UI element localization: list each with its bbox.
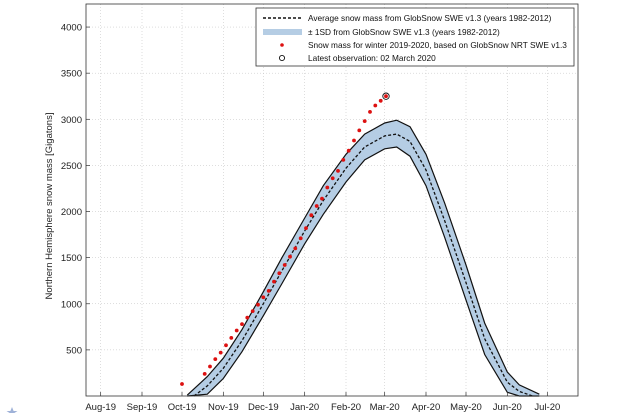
snow-mass-point xyxy=(240,322,244,326)
y-axis-title: Northern Hemisphere snow mass [Gigatons] xyxy=(44,113,55,300)
y-tick-label: 3500 xyxy=(61,69,82,80)
average-line xyxy=(193,133,533,397)
snow-mass-point xyxy=(298,236,303,241)
snow-mass-point xyxy=(229,336,234,340)
x-tick-label: May-20 xyxy=(450,402,482,413)
x-tick-label: Jun-20 xyxy=(493,402,522,413)
snow-mass-point xyxy=(288,254,292,259)
x-tick-label: Mar-20 xyxy=(370,402,400,413)
snow-mass-point xyxy=(314,204,319,208)
snow-mass-point xyxy=(245,315,250,320)
snow-mass-point xyxy=(336,169,340,173)
legend-label-latest-observation: Latest observation: 02 March 2020 xyxy=(308,53,436,63)
y-tick-label: 2000 xyxy=(61,207,82,218)
x-tick-label: Jan-20 xyxy=(290,402,319,413)
plot-frame xyxy=(85,3,579,397)
x-tick-label: Apr-20 xyxy=(412,402,441,413)
x-tick-label: Dec-19 xyxy=(248,402,279,413)
legend-label-average: Average snow mass from GlobSnow SWE v1.3… xyxy=(308,13,552,23)
observations-group xyxy=(180,92,390,386)
sd-band xyxy=(187,120,540,396)
snow-mass-point xyxy=(282,263,287,267)
x-tick-label: Jul-20 xyxy=(534,402,560,413)
snow-mass-point xyxy=(202,372,207,376)
snow-mass-point xyxy=(352,138,356,143)
snow-mass-point xyxy=(293,246,298,251)
legend: Average snow mass from GlobSnow SWE v1.3… xyxy=(255,7,575,67)
snow-mass-point xyxy=(373,103,378,108)
snow-mass-point xyxy=(304,226,308,231)
snow-mass-point xyxy=(330,176,335,181)
sd-lower-line xyxy=(187,146,540,397)
legend-open-circle-icon xyxy=(278,54,286,62)
y-tick-label: 500 xyxy=(66,345,82,356)
legend-band-icon xyxy=(263,29,302,35)
snow-mass-point xyxy=(368,110,372,114)
legend-label-snow-mass-2019-2020: Snow mass for winter 2019-2020, based on… xyxy=(308,40,567,50)
snow-mass-point xyxy=(325,185,330,190)
snow-mass-point xyxy=(362,119,367,123)
x-tick-label: Sep-19 xyxy=(127,402,158,413)
y-axis-ticks: 500 1000 1500 2000 2500 3000 3500 4000 xyxy=(61,23,90,356)
snow-mass-point xyxy=(341,158,346,162)
snow-mass-point xyxy=(277,271,282,276)
latest-observation-marker xyxy=(382,92,390,100)
snow-mass-point xyxy=(213,357,218,361)
latest-point-dot xyxy=(384,94,388,99)
y-tick-label: 1500 xyxy=(61,253,82,264)
snow-mass-point xyxy=(357,128,362,133)
y-tick-label: 2500 xyxy=(61,161,82,172)
legend-box xyxy=(255,7,575,67)
legend-red-dot-icon xyxy=(280,43,284,47)
snow-mass-point xyxy=(320,196,324,201)
y-tick-label: 1000 xyxy=(61,299,82,310)
sd-upper-line xyxy=(186,119,540,396)
x-tick-label: Nov-19 xyxy=(208,402,239,413)
average-line-group xyxy=(193,133,533,397)
sd-band-group xyxy=(186,119,540,397)
snow-mass-point xyxy=(272,279,276,284)
snow-mass-point xyxy=(234,328,239,333)
x-axis-ticks: Aug-19 Sep-19 Oct-19 Nov-19 Dec-19 Jan-20 Feb-… xyxy=(85,392,560,413)
snow-mass-point xyxy=(218,350,223,355)
x-tick-label: Feb-20 xyxy=(331,402,361,413)
snow-mass-point xyxy=(378,98,383,103)
snow-mass-point xyxy=(309,213,314,218)
snow-mass-point xyxy=(261,295,266,300)
y-tick-label: 4000 xyxy=(61,23,82,34)
corner-logo-icon xyxy=(6,407,18,413)
y-tick-label: 3000 xyxy=(61,115,82,126)
snow-mass-point xyxy=(256,302,260,307)
x-tick-label: Oct-19 xyxy=(168,402,197,413)
x-tick-label: Aug-19 xyxy=(85,402,116,413)
snow-mass-point xyxy=(346,148,351,153)
snow-mass-point xyxy=(180,382,184,386)
snow-mass-point xyxy=(224,343,228,348)
snow-mass-point xyxy=(266,289,271,293)
snow-mass-point xyxy=(250,309,255,313)
snow-mass-point xyxy=(208,364,212,369)
legend-label-sd: ± 1SD from GlobSnow SWE v1.3 (years 1982… xyxy=(308,27,500,37)
